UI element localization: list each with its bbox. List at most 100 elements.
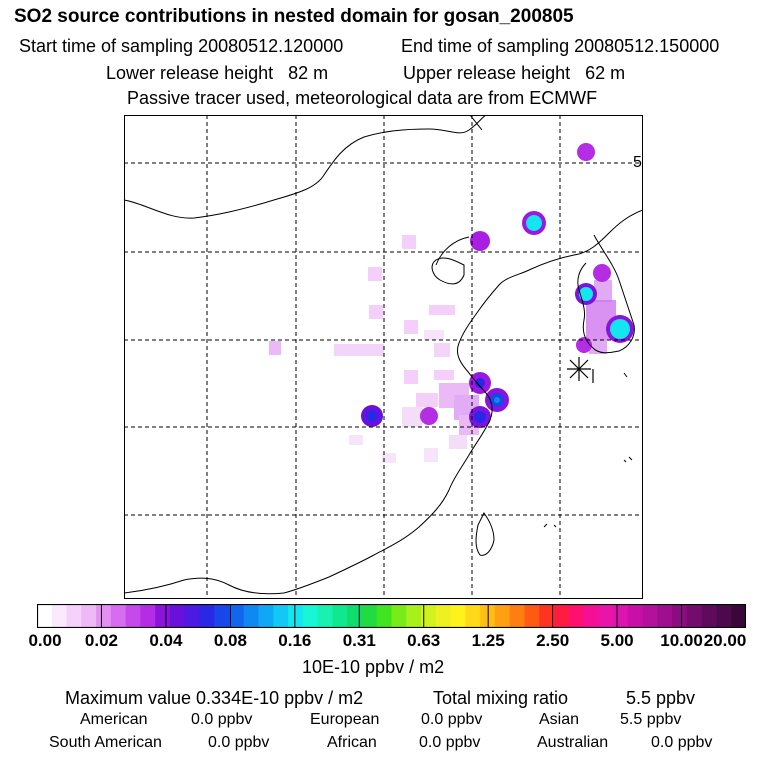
colorbar-cell — [214, 604, 230, 628]
hotspot-central-china — [420, 407, 438, 425]
colorbar-cell — [184, 604, 201, 628]
plot-title: SO2 source contributions in nested domai… — [14, 6, 574, 27]
colorbar-tick-label: 0.31 — [342, 631, 376, 650]
upper-release-label: Upper release height 62 m — [403, 63, 626, 83]
colorbar-cell — [672, 604, 688, 628]
colorbar-cell — [288, 604, 304, 628]
colorbar-tick-label: 5.00 — [600, 631, 634, 650]
region-african-value: 0.0 ppbv — [419, 734, 481, 751]
colorbar-cell — [110, 604, 127, 628]
colorbar-cell — [140, 604, 156, 628]
colorbar-tick-label: 0.04 — [149, 631, 183, 650]
total-mixing-value: 5.5 ppbv — [626, 688, 696, 708]
map-corner-label: 5 — [633, 154, 642, 171]
colorbar-cell — [509, 604, 526, 628]
hotspot-shanghai — [469, 372, 491, 394]
colorbar-frame — [37, 604, 746, 628]
colorbar-cell — [524, 604, 540, 628]
colorbar-cell — [613, 604, 629, 628]
colorbar-cell — [169, 604, 186, 628]
hotspot-korea-south — [576, 337, 592, 353]
start-time-label: Start time of sampling 20080512.120000 — [19, 36, 344, 56]
colorbar-cell — [66, 604, 82, 628]
colorbar-cells — [37, 604, 746, 628]
hotspot-north-ocean — [577, 143, 595, 161]
hotspot-northeast-china — [522, 211, 546, 235]
colorbar-tick-label: 0.16 — [278, 631, 312, 650]
hotspot-beijing — [470, 231, 490, 251]
colorbar-cell — [376, 604, 393, 628]
hotspot-wuhan — [361, 405, 383, 427]
colorbar-tick-label: 0.00 — [28, 631, 62, 650]
colorbar-cell — [716, 604, 732, 628]
colorbar-cell — [155, 604, 171, 628]
colorbar-cell — [96, 604, 112, 628]
colorbar-cell — [657, 604, 673, 628]
colorbar-tick-label: 20.00 — [703, 631, 747, 650]
colorbar-cell — [81, 604, 97, 628]
end-time-label: End time of sampling 20080512.150000 — [401, 36, 720, 56]
colorbar-cell — [627, 604, 644, 628]
colorbar-cell — [465, 604, 481, 628]
colorbar-cell — [51, 604, 68, 628]
colorbar-cell — [273, 604, 289, 628]
map-frame — [124, 115, 643, 599]
total-mixing-label: Total mixing ratio — [433, 688, 569, 708]
colorbar-cell — [243, 604, 260, 628]
lower-release-label: Lower release height 82 m — [106, 63, 329, 83]
region-european-label: European — [310, 711, 380, 728]
region-south-american-value: 0.0 ppbv — [208, 734, 270, 751]
region-asian-label: Asian — [539, 711, 580, 728]
diffuse-plume — [269, 235, 616, 463]
region-south-american-label: South American — [49, 734, 162, 751]
region-australian-value: 0.0 ppbv — [651, 734, 713, 751]
colorbar-cell — [701, 604, 718, 628]
hotspot-seoul — [575, 283, 597, 305]
colorbar-cell — [229, 604, 245, 628]
colorbar-unit: 10E-10 ppbv / m2 — [302, 657, 445, 677]
colorbar-cell — [317, 604, 334, 628]
region-european-value: 0.0 ppbv — [421, 711, 483, 728]
colorbar-tick-label: 1.25 — [471, 631, 505, 650]
colorbar-cell — [642, 604, 658, 628]
colorbar-cell — [302, 604, 319, 628]
colorbar-cell — [686, 604, 703, 628]
colorbar-cell — [494, 604, 511, 628]
colorbar-cell — [391, 604, 407, 628]
colorbar-cell — [125, 604, 141, 628]
colorbar-cell — [598, 604, 614, 628]
colorbar-cell — [332, 604, 348, 628]
colorbar-cell — [37, 604, 53, 628]
colorbar-cell — [539, 604, 555, 628]
region-asian-value: 5.5 ppbv — [620, 711, 682, 728]
colorbar-tick-label: 0.08 — [213, 631, 247, 650]
colorbar-cell — [568, 604, 585, 628]
colorbar-tick-label: 0.63 — [407, 631, 441, 650]
colorbar-tick-label: 10.00 — [660, 631, 703, 650]
hotspot-hangzhou — [469, 406, 491, 428]
hotspot-korea-east — [593, 264, 611, 282]
region-australian-label: Australian — [537, 734, 609, 751]
colorbar-cell — [435, 604, 452, 628]
colorbar — [37, 604, 746, 628]
colorbar-tick-label: 2.50 — [536, 631, 570, 650]
release-site-marker — [567, 357, 594, 383]
region-american-label: American — [80, 711, 148, 728]
region-american-value: 0.0 ppbv — [191, 711, 253, 728]
hotspot-nanjing — [485, 388, 509, 412]
colorbar-cell — [406, 604, 422, 628]
colorbar-cell — [199, 604, 215, 628]
graticule — [124, 115, 643, 599]
region-african-label: African — [327, 734, 377, 751]
colorbar-cell — [258, 604, 274, 628]
colorbar-cell — [361, 604, 378, 628]
colorbar-cell — [583, 604, 599, 628]
max-value-label: Maximum value 0.334E-10 ppbv / m2 — [65, 688, 364, 708]
colorbar-cell — [731, 604, 746, 628]
colorbar-tick-label: 0.02 — [84, 631, 118, 650]
concentration-map: 5 — [124, 115, 643, 599]
colorbar-cell — [553, 604, 570, 628]
colorbar-dividers — [100, 604, 683, 628]
hotspot-korea-southeast — [606, 315, 634, 343]
colorbar-cell — [347, 604, 363, 628]
